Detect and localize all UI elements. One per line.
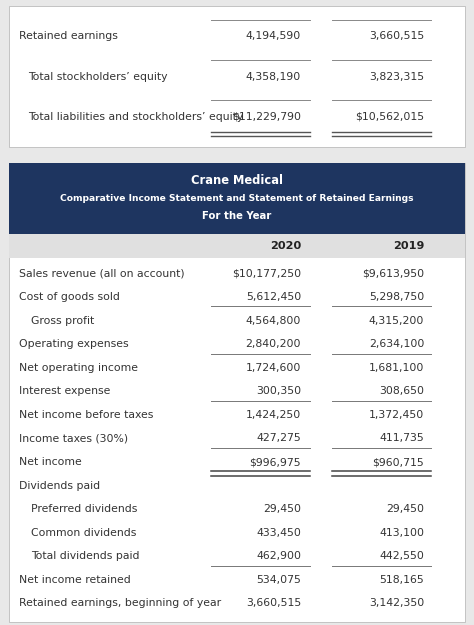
Text: Gross profit: Gross profit xyxy=(31,316,94,326)
Text: $996,975: $996,975 xyxy=(249,457,301,467)
Text: 29,450: 29,450 xyxy=(386,504,424,514)
Text: Net income: Net income xyxy=(19,457,82,467)
Text: $10,562,015: $10,562,015 xyxy=(355,112,424,122)
Text: 4,194,590: 4,194,590 xyxy=(246,31,301,41)
Text: $11,229,790: $11,229,790 xyxy=(232,112,301,122)
Text: For the Year: For the Year xyxy=(202,211,272,221)
Text: 308,650: 308,650 xyxy=(379,386,424,396)
Text: 1,372,450: 1,372,450 xyxy=(369,410,424,420)
Text: Total dividends paid: Total dividends paid xyxy=(31,551,139,561)
Text: 534,075: 534,075 xyxy=(256,575,301,585)
Text: $10,177,250: $10,177,250 xyxy=(232,269,301,279)
Text: 4,564,800: 4,564,800 xyxy=(246,316,301,326)
Text: 2020: 2020 xyxy=(270,241,301,251)
Text: 29,450: 29,450 xyxy=(263,504,301,514)
FancyBboxPatch shape xyxy=(9,162,465,234)
Text: 3,823,315: 3,823,315 xyxy=(369,71,424,81)
Text: Operating expenses: Operating expenses xyxy=(19,339,128,349)
Text: Net income retained: Net income retained xyxy=(19,575,131,585)
Text: 442,550: 442,550 xyxy=(379,551,424,561)
FancyBboxPatch shape xyxy=(9,6,465,147)
Text: $9,613,950: $9,613,950 xyxy=(362,269,424,279)
Text: 4,315,200: 4,315,200 xyxy=(369,316,424,326)
Text: $960,715: $960,715 xyxy=(373,457,424,467)
Text: Net operating income: Net operating income xyxy=(19,362,138,372)
Text: 5,298,750: 5,298,750 xyxy=(369,292,424,302)
Text: Cost of goods sold: Cost of goods sold xyxy=(19,292,120,302)
Text: Preferred dividends: Preferred dividends xyxy=(31,504,137,514)
Text: Total liabilities and stockholders’ equity: Total liabilities and stockholders’ equi… xyxy=(28,112,244,122)
Text: Dividends paid: Dividends paid xyxy=(19,481,100,491)
Text: Retained earnings, beginning of year: Retained earnings, beginning of year xyxy=(19,598,221,608)
Text: 3,660,515: 3,660,515 xyxy=(369,31,424,41)
Text: Income taxes (30%): Income taxes (30%) xyxy=(19,434,128,444)
Text: 413,100: 413,100 xyxy=(379,528,424,538)
Text: 2,840,200: 2,840,200 xyxy=(246,339,301,349)
Text: 1,681,100: 1,681,100 xyxy=(369,362,424,372)
Text: 427,275: 427,275 xyxy=(256,434,301,444)
Text: 3,660,515: 3,660,515 xyxy=(246,598,301,608)
Text: 5,612,450: 5,612,450 xyxy=(246,292,301,302)
Text: Crane Medical: Crane Medical xyxy=(191,174,283,188)
Text: 2,634,100: 2,634,100 xyxy=(369,339,424,349)
Text: 433,450: 433,450 xyxy=(256,528,301,538)
Text: 462,900: 462,900 xyxy=(256,551,301,561)
Text: Total stockholders’ equity: Total stockholders’ equity xyxy=(28,71,168,81)
Text: 2019: 2019 xyxy=(393,241,424,251)
Text: Common dividends: Common dividends xyxy=(31,528,136,538)
Text: 1,424,250: 1,424,250 xyxy=(246,410,301,420)
Text: 1,724,600: 1,724,600 xyxy=(246,362,301,372)
FancyBboxPatch shape xyxy=(9,234,465,258)
Text: 4,358,190: 4,358,190 xyxy=(246,71,301,81)
Text: 411,735: 411,735 xyxy=(380,434,424,444)
Text: 3,142,350: 3,142,350 xyxy=(369,598,424,608)
Text: Net income before taxes: Net income before taxes xyxy=(19,410,153,420)
Text: Retained earnings: Retained earnings xyxy=(19,31,118,41)
FancyBboxPatch shape xyxy=(9,162,465,622)
Text: Comparative Income Statement and Statement of Retained Earnings: Comparative Income Statement and Stateme… xyxy=(60,194,414,203)
Text: 300,350: 300,350 xyxy=(256,386,301,396)
Text: Sales revenue (all on account): Sales revenue (all on account) xyxy=(19,269,184,279)
Text: 518,165: 518,165 xyxy=(380,575,424,585)
Text: Interest expense: Interest expense xyxy=(19,386,110,396)
